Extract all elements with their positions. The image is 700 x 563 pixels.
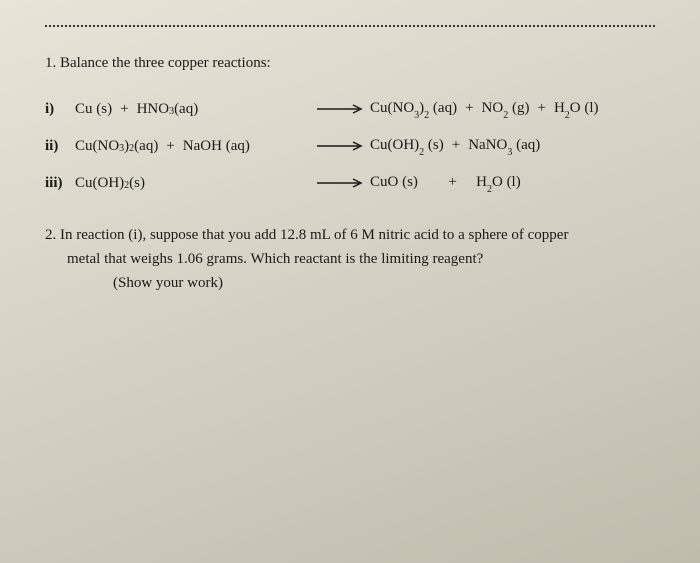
- paper-page: 1. Balance the three copper reactions: i…: [0, 0, 700, 563]
- reaction-2-arrow: [310, 140, 370, 152]
- reaction-3-right: CuO (s) + H2O (l): [370, 174, 655, 193]
- reaction-1-left: Cu (s)+HNO3 (aq): [75, 101, 310, 118]
- reaction-1-arrow: [310, 103, 370, 115]
- arrow-icon: [315, 177, 365, 189]
- reaction-1-right: Cu(NO3)2 (aq)+NO2 (g)+H2O (l): [370, 100, 655, 119]
- reaction-1-label: i): [45, 101, 75, 118]
- reactions-block: i) Cu (s)+HNO3 (aq) Cu(NO3)2 (aq)+NO2 (g…: [45, 100, 655, 193]
- reaction-3-label: iii): [45, 175, 75, 192]
- q2-number: 2.: [45, 227, 56, 243]
- reaction-3: iii) Cu(OH)2 (s) CuO (s) + H2O (l): [45, 174, 655, 193]
- dotted-separator: [45, 25, 655, 27]
- q2-line1: In reaction (i), suppose that you add 12…: [60, 227, 568, 243]
- reaction-2-right: Cu(OH)2 (s)+NaNO3 (aq): [370, 137, 655, 156]
- arrow-icon: [315, 140, 365, 152]
- arrow-icon: [315, 103, 365, 115]
- reaction-2: ii) Cu(NO3)2 (aq)+NaOH (aq) Cu(OH)2 (s)+…: [45, 137, 655, 156]
- question-1: 1. Balance the three copper reactions:: [45, 52, 655, 75]
- q1-text: Balance the three copper reactions:: [60, 55, 271, 71]
- q2-line3: (Show your work): [45, 271, 655, 295]
- reaction-1: i) Cu (s)+HNO3 (aq) Cu(NO3)2 (aq)+NO2 (g…: [45, 100, 655, 119]
- question-2: 2. In reaction (i), suppose that you add…: [45, 223, 655, 295]
- q1-number: 1.: [45, 55, 56, 71]
- reaction-3-left: Cu(OH)2 (s): [75, 175, 310, 192]
- reaction-3-arrow: [310, 177, 370, 189]
- q2-line2: metal that weighs 1.06 grams. Which reac…: [45, 247, 655, 271]
- reaction-2-label: ii): [45, 138, 75, 155]
- reaction-2-left: Cu(NO3)2 (aq)+NaOH (aq): [75, 138, 310, 155]
